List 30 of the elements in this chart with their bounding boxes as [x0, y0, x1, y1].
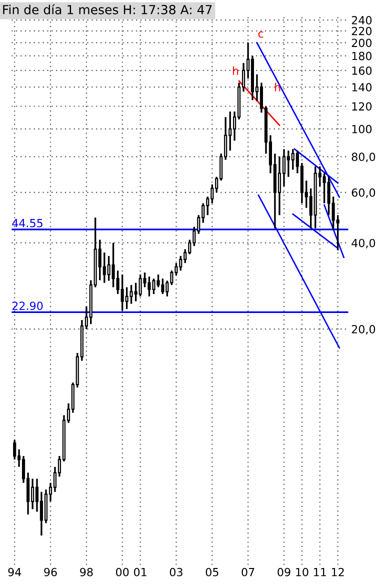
annotation: h — [232, 66, 238, 75]
x-tick-label: 94 — [8, 568, 22, 576]
y-tick-label: 100 — [352, 124, 372, 134]
x-tick-label: 12 — [332, 568, 344, 576]
x-tick-label: 05 — [206, 568, 218, 576]
y-tick-label: 60,0 — [352, 188, 376, 198]
y-tick-label: 160 — [352, 66, 372, 75]
y-tick-label: 40,0 — [352, 238, 376, 248]
y-tick-label: 120 — [352, 102, 372, 111]
y-tick-label: 200 — [352, 38, 372, 48]
x-tick-label: 10 — [296, 568, 308, 576]
x-tick-label: 11 — [314, 568, 326, 576]
x-tick-label: 01 — [134, 568, 146, 576]
x-tick-label: 98 — [80, 568, 93, 576]
y-tick-label: 80,0 — [352, 152, 376, 162]
chart-title: Fin de día 1 meses H: 17:38 A: 47 — [3, 4, 212, 14]
annotation: c — [258, 31, 264, 38]
x-tick-label: 00 — [116, 568, 129, 576]
y-tick-label: 180 — [352, 52, 372, 60]
x-tick-label: 96 — [44, 568, 57, 576]
y-tick-label: 140 — [352, 83, 372, 92]
ref-line-label: 44.55 — [12, 219, 42, 228]
y-tick-label: 240 — [352, 16, 372, 24]
x-tick-label: 03 — [170, 568, 182, 576]
x-tick-label: 09 — [278, 568, 290, 576]
y-tick-label: 20,0 — [352, 325, 376, 335]
x-tick-label: 07 — [242, 568, 254, 576]
ref-line-label: 22.90 — [12, 302, 43, 310]
annotation: h — [275, 82, 280, 92]
y-tick-label: 220 — [352, 26, 372, 36]
